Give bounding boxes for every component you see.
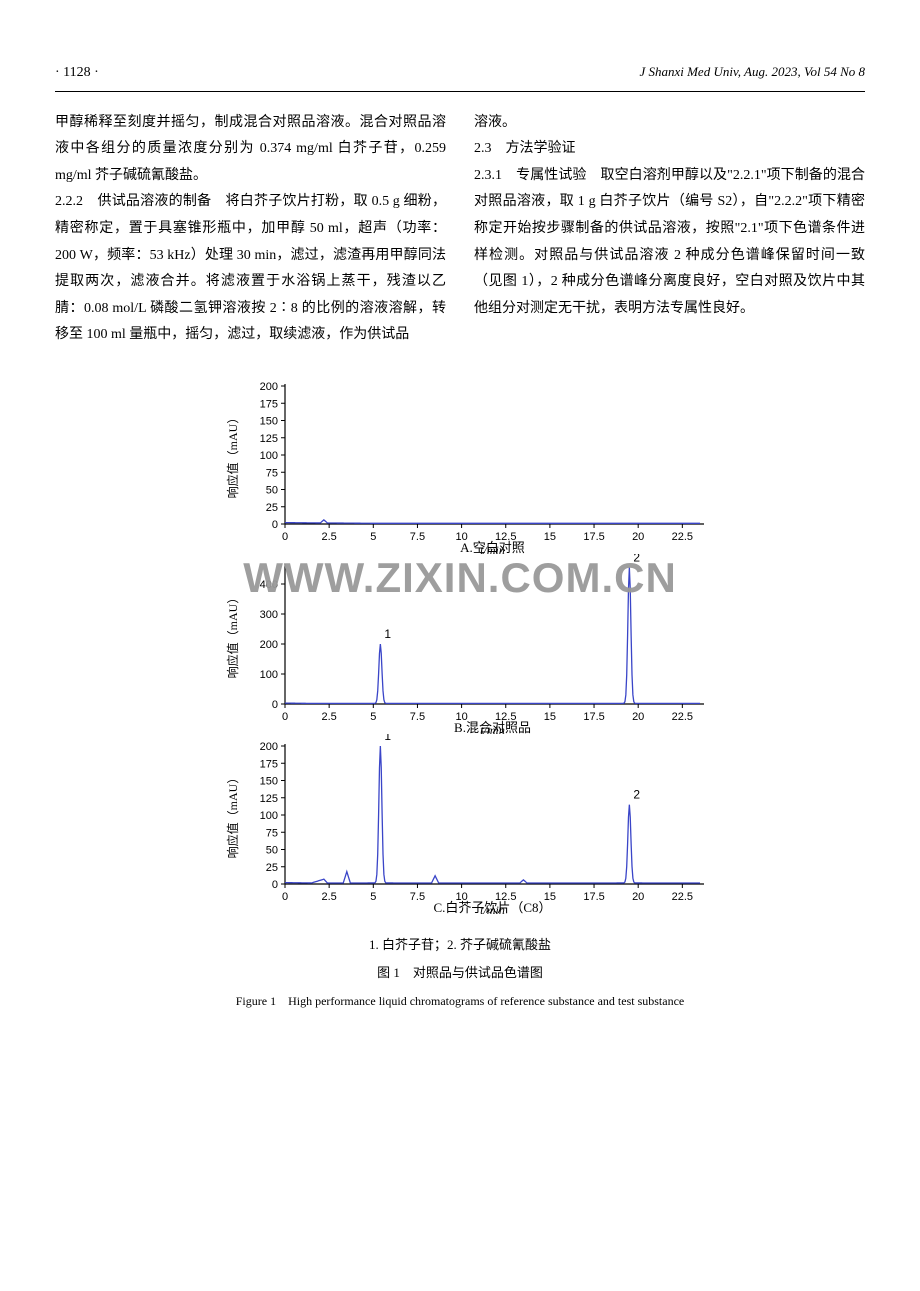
figure-1: WWW.ZIXIN.COM.CN 02550751001251501752000…	[55, 374, 865, 1013]
svg-text:22.5: 22.5	[672, 711, 693, 723]
svg-text:50: 50	[266, 484, 278, 496]
svg-text:15: 15	[544, 711, 556, 723]
svg-text:17.5: 17.5	[583, 711, 604, 723]
svg-text:20: 20	[632, 711, 644, 723]
para-2-2-2-label: 2.2.2 供试品溶液的制备	[55, 194, 211, 209]
svg-text:5: 5	[370, 531, 376, 543]
svg-text:100: 100	[260, 450, 278, 462]
svg-text:25: 25	[266, 862, 278, 874]
svg-text:100: 100	[260, 669, 278, 681]
charts-wrapper: WWW.ZIXIN.COM.CN 02550751001251501752000…	[200, 374, 720, 914]
para-2-2-2-text: 将白芥子饮片打粉，取 0.5 g 细粉，精密称定，置于具塞锥形瓶中，加甲醇 50…	[55, 194, 446, 342]
page-header: · 1128 · J Shanxi Med Univ, Aug. 2023, V…	[55, 60, 865, 92]
svg-text:2.5: 2.5	[322, 711, 337, 723]
svg-text:0: 0	[282, 711, 288, 723]
journal-info: J Shanxi Med Univ, Aug. 2023, Vol 54 No …	[639, 60, 865, 85]
svg-text:B.混合对照品: B.混合对照品	[454, 720, 531, 734]
svg-text:15: 15	[544, 531, 556, 543]
svg-text:25: 25	[266, 502, 278, 514]
svg-text:响应值（mAU）: 响应值（mAU）	[225, 412, 240, 499]
svg-text:7.5: 7.5	[410, 531, 425, 543]
chart-c: 025507510012515017520002.557.51012.51517…	[200, 734, 720, 914]
svg-text:125: 125	[260, 793, 278, 805]
para-2-3-1-label: 2.3.1 专属性试验	[474, 168, 586, 183]
svg-text:200: 200	[260, 639, 278, 651]
svg-text:100: 100	[260, 810, 278, 822]
figure-legend: 1. 白芥子苷；2. 芥子碱硫氰酸盐	[55, 933, 865, 958]
para-right-0: 溶液。	[474, 110, 865, 137]
svg-text:2: 2	[633, 788, 640, 802]
svg-text:22.5: 22.5	[672, 531, 693, 543]
svg-text:200: 200	[260, 381, 278, 393]
svg-text:响应值（mAU）: 响应值（mAU）	[225, 772, 240, 859]
svg-text:0: 0	[282, 531, 288, 543]
figure-caption-en: Figure 1 High performance liquid chromat…	[55, 990, 865, 1013]
figure-caption-cn: 图 1 对照品与供试品色谱图	[55, 961, 865, 986]
svg-text:0: 0	[272, 879, 278, 891]
svg-text:A.空白对照: A.空白对照	[460, 540, 525, 554]
svg-text:20: 20	[632, 891, 644, 903]
svg-text:0: 0	[282, 891, 288, 903]
svg-text:响应值（mAU）: 响应值（mAU）	[225, 592, 240, 679]
para-left-1: 甲醇稀释至刻度并摇匀，制成混合对照品溶液。混合对照品溶液中各组分的质量浓度分别为…	[55, 110, 446, 190]
svg-text:1: 1	[384, 734, 391, 743]
svg-text:50: 50	[266, 844, 278, 856]
svg-text:150: 150	[260, 775, 278, 787]
svg-text:175: 175	[260, 398, 278, 410]
page-number: · 1128 ·	[55, 60, 99, 87]
svg-text:17.5: 17.5	[583, 531, 604, 543]
svg-text:0: 0	[272, 699, 278, 711]
svg-text:20: 20	[632, 531, 644, 543]
chart-a: 025507510012515017520002.557.51012.51517…	[200, 374, 720, 554]
svg-text:125: 125	[260, 433, 278, 445]
svg-text:22.5: 22.5	[672, 891, 693, 903]
para-right-1: 2.3.1 专属性试验 取空白溶剂甲醇以及"2.2.1"项下制备的混合对照品溶液…	[474, 163, 865, 323]
svg-text:75: 75	[266, 827, 278, 839]
svg-text:C.白芥子饮片（C8）: C.白芥子饮片（C8）	[433, 900, 551, 914]
svg-text:1: 1	[384, 627, 391, 641]
svg-text:7.5: 7.5	[410, 711, 425, 723]
chart-b: 010020030040002.557.51012.51517.52022.5t…	[200, 554, 720, 734]
svg-text:7.5: 7.5	[410, 891, 425, 903]
svg-text:200: 200	[260, 741, 278, 753]
svg-text:2: 2	[633, 554, 640, 565]
para-2-3-1-text: 取空白溶剂甲醇以及"2.2.1"项下制备的混合对照品溶液，取 1 g 白芥子饮片…	[474, 168, 865, 316]
svg-text:2.5: 2.5	[322, 891, 337, 903]
svg-text:300: 300	[260, 609, 278, 621]
svg-text:17.5: 17.5	[583, 891, 604, 903]
body-columns: 甲醇稀释至刻度并摇匀，制成混合对照品溶液。混合对照品溶液中各组分的质量浓度分别为…	[55, 110, 865, 349]
svg-text:5: 5	[370, 891, 376, 903]
left-column: 甲醇稀释至刻度并摇匀，制成混合对照品溶液。混合对照品溶液中各组分的质量浓度分别为…	[55, 110, 446, 349]
para-left-2: 2.2.2 供试品溶液的制备 将白芥子饮片打粉，取 0.5 g 细粉，精密称定，…	[55, 189, 446, 349]
svg-text:5: 5	[370, 711, 376, 723]
section-2-3: 2.3 方法学验证	[474, 136, 865, 163]
svg-text:150: 150	[260, 415, 278, 427]
svg-text:175: 175	[260, 758, 278, 770]
svg-text:400: 400	[260, 579, 278, 591]
svg-text:2.5: 2.5	[322, 531, 337, 543]
svg-text:75: 75	[266, 467, 278, 479]
right-column: 溶液。 2.3 方法学验证 2.3.1 专属性试验 取空白溶剂甲醇以及"2.2.…	[474, 110, 865, 349]
svg-text:0: 0	[272, 519, 278, 531]
